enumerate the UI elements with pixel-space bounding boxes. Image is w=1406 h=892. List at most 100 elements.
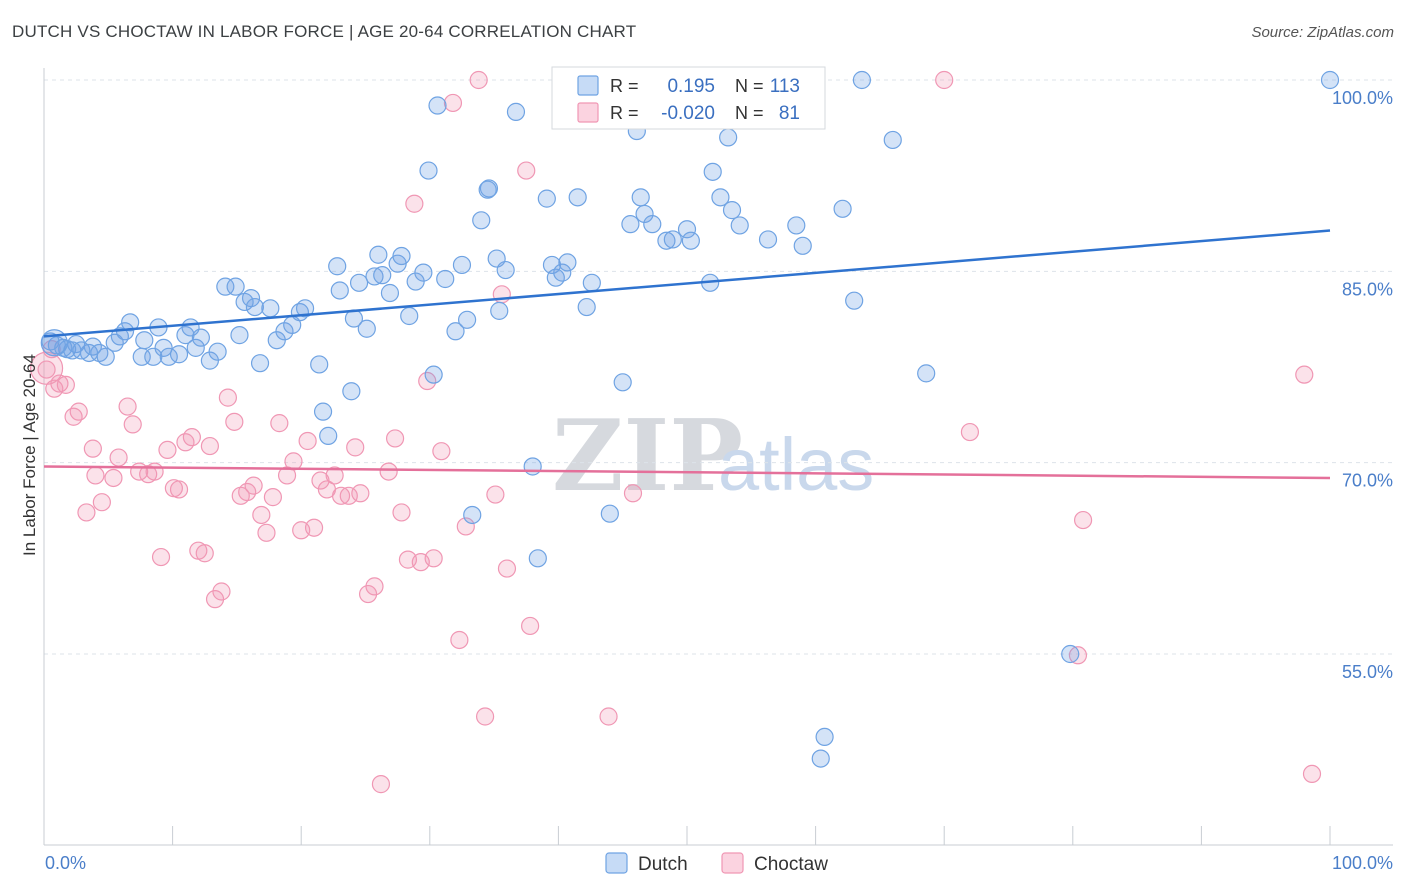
y-tick-labels: 55.0% 70.0% 85.0% 100.0% (1332, 88, 1393, 682)
dutch-point (446, 322, 465, 341)
dutch-point (558, 253, 577, 272)
choctaw-point (212, 582, 231, 601)
choctaw-point (69, 402, 88, 421)
dutch-point (553, 263, 572, 282)
choctaw-point (365, 577, 384, 596)
legend-n-value-dutch: 113 (770, 76, 800, 97)
choctaw-point (486, 485, 505, 504)
choctaw-point (158, 440, 177, 460)
dutch-point (342, 382, 361, 401)
dutch-point (241, 289, 261, 308)
series-legend: Dutch Choctaw (605, 852, 828, 875)
dutch-point (154, 338, 173, 357)
dutch-point (261, 299, 280, 318)
choctaw-point (225, 412, 244, 431)
choctaw-point (346, 438, 365, 457)
legend-swatch-choctaw (577, 102, 599, 123)
choctaw-point-cluster (29, 351, 64, 385)
dutch-point (917, 364, 936, 383)
legend-r-value-dutch: 0.195 (667, 76, 715, 97)
choctaw-point (443, 93, 463, 113)
choctaw-point (252, 505, 271, 525)
dutch-point (463, 505, 482, 525)
choctaw-point (311, 471, 330, 490)
dutch-point (787, 216, 806, 235)
legend-swatch-choctaw-bottom (721, 852, 744, 874)
choctaw-point (77, 503, 96, 522)
choctaw-point (270, 414, 289, 433)
dutch-point (419, 161, 438, 180)
choctaw-point (200, 436, 219, 456)
dutch-trend-line (43, 229, 1331, 338)
legend-r-label-dutch: R = (610, 76, 639, 96)
dutch-point (226, 277, 245, 296)
dutch-point (663, 230, 682, 249)
dutch-point (845, 291, 864, 310)
choctaw-point (456, 517, 475, 536)
dutch-point (577, 297, 596, 317)
choctaw-point (405, 194, 424, 213)
choctaw-point (56, 375, 75, 394)
dutch-point (730, 216, 749, 235)
trend-lines (43, 229, 1331, 480)
dutch-point (365, 267, 384, 286)
dutch-point (613, 373, 632, 392)
choctaw-point (392, 503, 411, 522)
dutch-point (72, 341, 91, 360)
choctaw-point (517, 161, 536, 180)
axes (43, 68, 1393, 846)
watermark-atlas: atlas (718, 423, 874, 506)
choctaw-point (298, 431, 317, 451)
dutch-point (414, 263, 433, 282)
dutch-point (400, 306, 419, 326)
dutch-point (330, 281, 349, 300)
dutch-point (313, 402, 333, 421)
dutch-point (357, 319, 376, 338)
choctaw-point (218, 388, 237, 407)
dutch-point (472, 211, 491, 230)
dutch-point (537, 189, 556, 208)
choctaw-point (83, 439, 102, 458)
choctaw-trend-line (43, 465, 1331, 480)
choctaw-point (304, 518, 324, 537)
choctaw-point (169, 480, 189, 499)
chart-title: DUTCH VS CHOCTAW IN LABOR FORCE | AGE 20… (12, 22, 637, 41)
dutch-point (657, 231, 676, 250)
dutch-point (230, 326, 249, 345)
choctaw-point (104, 468, 123, 488)
dutch-point (245, 297, 265, 317)
legend-label-choctaw: Choctaw (754, 854, 828, 875)
choctaw-point (37, 360, 56, 379)
dutch-point (528, 549, 547, 568)
legend-n-label-choctaw: N = (735, 103, 764, 123)
dutch-point (457, 310, 477, 329)
dutch-point (703, 162, 722, 181)
choctaw-point (469, 70, 488, 90)
choctaw-point (195, 544, 214, 563)
choctaw-point (182, 428, 201, 447)
dutch-point (490, 301, 509, 320)
dutch-point (452, 255, 472, 275)
watermark-zip: ZIP (552, 399, 743, 514)
y-axis-label: In Labor Force | Age 20-64 (20, 354, 39, 556)
dutch-point (643, 215, 662, 234)
dutch-point (1061, 644, 1080, 664)
choctaw-point (151, 547, 171, 567)
choctaw-point (599, 707, 618, 726)
dutch-point (349, 273, 369, 292)
legend-r-label-choctaw: R = (610, 103, 639, 123)
dutch-point (373, 266, 392, 285)
choctaw-point (497, 559, 517, 578)
y-tick-label: 70.0% (1342, 471, 1393, 491)
choctaw-point (450, 630, 469, 650)
legend-swatch-dutch (577, 75, 599, 96)
choctaw-point (339, 486, 358, 505)
legend-label-dutch: Dutch (638, 854, 688, 875)
choctaw-point (1068, 646, 1088, 665)
dutch-point (250, 354, 270, 373)
dutch-point (216, 277, 235, 296)
dutch-point (811, 749, 830, 768)
choctaw-point (64, 407, 83, 426)
choctaw-point (118, 397, 137, 416)
